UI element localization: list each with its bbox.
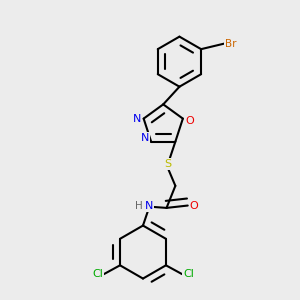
Text: H: H	[135, 201, 143, 212]
Text: N: N	[145, 201, 154, 212]
Text: N: N	[140, 133, 149, 143]
Text: Br: Br	[225, 39, 236, 49]
Text: S: S	[164, 159, 172, 169]
Text: Cl: Cl	[92, 269, 103, 279]
Text: N: N	[133, 114, 141, 124]
Text: Cl: Cl	[183, 269, 194, 279]
Text: O: O	[190, 200, 199, 211]
Text: O: O	[185, 116, 194, 126]
